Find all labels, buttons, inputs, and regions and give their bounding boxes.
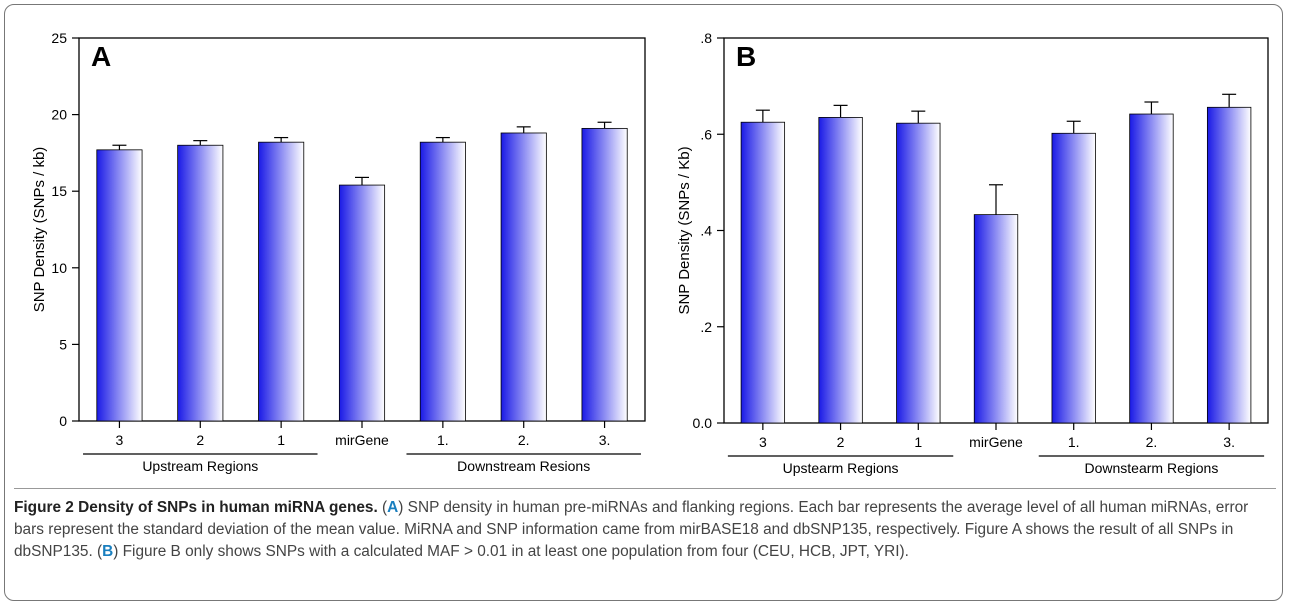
y-tick-label: 10 [51,260,67,276]
figure-caption: Figure 2 Density of SNPs in human miRNA … [14,497,1276,563]
bar [1129,113,1174,424]
x-tick-label: 3. [599,432,611,448]
bar [338,184,386,422]
x-tick-label: mirGene [969,434,1023,450]
x-tick-label: 1 [914,434,922,450]
x-tick-label: 1 [277,432,285,448]
panel-label: A [91,41,111,72]
x-tick-label: 2. [1146,434,1158,450]
panel-label: B [736,41,756,72]
group-label: Upstearm Regions [783,460,899,476]
y-tick-label: 5 [59,336,67,352]
x-tick-label: 1. [437,432,449,448]
group-label: Upstream Regions [142,458,258,474]
y-axis-title: SNP Density (SNPs / kb) [31,147,48,313]
caption-text-a: ) SNP density in human pre-miRNAs and fl… [14,499,1249,560]
x-tick-label: 3 [116,432,124,448]
y-axis-title: SNP Density (SNPs / Kb) [676,146,693,314]
bar [740,121,786,424]
group-label: Downstearm Regions [1085,460,1219,476]
y-tick-label: 15 [51,183,67,199]
y-tick-label: 25 [51,30,67,46]
x-tick-label: 3 [759,434,767,450]
bar [581,127,628,422]
caption-text-b: ) Figure B only shows SNPs with a calcul… [113,543,909,560]
chart-panel-a: 0 5 10 15 20 25 SNP Density (SNPs / kb) A 3 2 1 mir… [31,30,646,474]
bar [419,141,466,422]
x-tick-label: 2 [837,434,845,450]
caption-label-b: B [102,543,114,560]
y-tick-label: .2 [700,319,712,335]
x-tick-label: 1. [1068,434,1080,450]
y-tick-label: .6 [700,126,712,142]
figure-frame [4,4,1283,601]
bar [177,144,224,422]
caption-divider [14,488,1276,489]
bar [818,117,863,424]
caption-area: Figure 2 Density of SNPs in human miRNA … [14,488,1276,563]
y-tick-label: .4 [700,223,712,239]
bar [258,141,305,422]
x-tick-label: mirGene [335,432,389,448]
y-tick-label: 20 [51,107,67,123]
caption-title: Figure 2 Density of SNPs in human miRNA … [14,499,378,516]
bar [1051,132,1096,424]
y-tick-label: .8 [700,30,712,46]
caption-label-a: A [387,499,399,516]
y-tick-label: 0 [59,413,67,429]
caption-open-a: ( [377,499,388,516]
group-label: Downstream Resions [457,458,590,474]
bar [896,122,941,424]
x-tick-label: 2. [518,432,530,448]
bar [96,149,143,422]
x-tick-label: 3. [1223,434,1235,450]
bar [1206,106,1252,424]
chart-panel-b: 0.0 .2 .4 .6 .8 SNP Density (SNPs / Kb) B 3 2 1 mi… [676,30,1269,476]
y-tick-label: 0.0 [693,415,713,431]
x-tick-label: 2 [196,432,204,448]
bar [973,214,1019,424]
bar [500,132,547,422]
